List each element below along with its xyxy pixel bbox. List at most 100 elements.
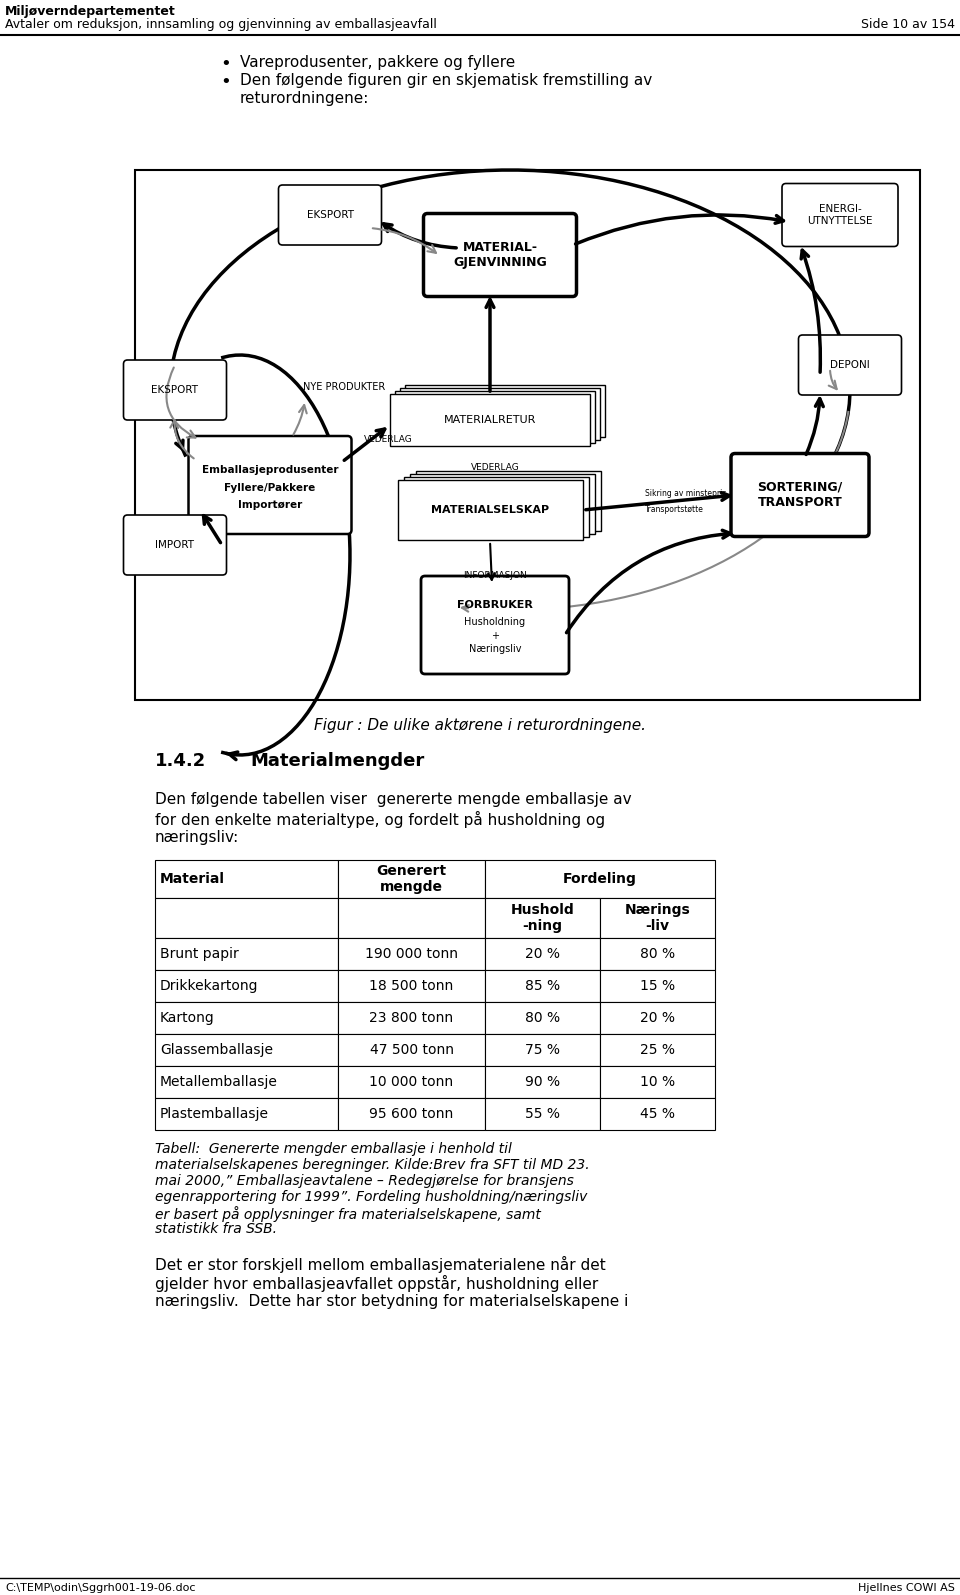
FancyBboxPatch shape xyxy=(423,214,577,297)
Text: 47 500 tonn: 47 500 tonn xyxy=(370,1043,453,1057)
Text: Plastemballasje: Plastemballasje xyxy=(160,1107,269,1121)
Bar xyxy=(600,938,715,970)
Text: for den enkelte materialtype, og fordelt på husholdning og: for den enkelte materialtype, og fordelt… xyxy=(155,810,605,828)
Bar xyxy=(338,938,485,970)
Text: Det er stor forskjell mellom emballasjematerialene når det: Det er stor forskjell mellom emballasjem… xyxy=(155,1255,606,1273)
FancyBboxPatch shape xyxy=(799,335,901,396)
Text: FORBRUKER: FORBRUKER xyxy=(457,600,533,609)
Bar xyxy=(600,898,715,938)
Bar xyxy=(390,394,590,447)
Text: Generert
mengde: Generert mengde xyxy=(376,864,446,895)
Text: 190 000 tonn: 190 000 tonn xyxy=(365,947,458,962)
Text: 25 %: 25 % xyxy=(640,1043,675,1057)
Text: 23 800 tonn: 23 800 tonn xyxy=(370,1011,453,1026)
Text: Vareprodusenter, pakkere og fyllere: Vareprodusenter, pakkere og fyllere xyxy=(240,54,516,70)
Bar xyxy=(410,474,594,534)
Text: VEDERLAG: VEDERLAG xyxy=(364,435,413,445)
Text: INFORMASJON: INFORMASJON xyxy=(463,571,527,579)
Text: 90 %: 90 % xyxy=(525,1075,560,1089)
Bar xyxy=(155,970,338,1002)
Bar xyxy=(485,1034,600,1065)
FancyBboxPatch shape xyxy=(278,185,381,246)
Bar xyxy=(485,898,600,938)
Text: Metallemballasje: Metallemballasje xyxy=(160,1075,277,1089)
Bar xyxy=(155,898,338,938)
Bar xyxy=(485,970,600,1002)
Text: egenrapportering for 1999”. Fordeling husholdning/næringsliv: egenrapportering for 1999”. Fordeling hu… xyxy=(155,1190,588,1204)
Text: 10 %: 10 % xyxy=(640,1075,675,1089)
Text: Avtaler om reduksjon, innsamling og gjenvinning av emballasjeavfall: Avtaler om reduksjon, innsamling og gjen… xyxy=(5,18,437,30)
Bar xyxy=(485,860,715,898)
Text: Fordeling: Fordeling xyxy=(564,872,636,885)
Bar xyxy=(135,171,920,700)
Bar xyxy=(600,1097,715,1129)
Text: 80 %: 80 % xyxy=(525,1011,560,1026)
Text: MATERIALRETUR: MATERIALRETUR xyxy=(444,415,537,424)
Text: 95 600 tonn: 95 600 tonn xyxy=(370,1107,454,1121)
FancyBboxPatch shape xyxy=(188,435,351,534)
Text: Importører: Importører xyxy=(238,499,302,510)
Text: Sikring av minstepris: Sikring av minstepris xyxy=(645,488,727,498)
Text: næringsliv.  Dette har stor betydning for materialselskapene i: næringsliv. Dette har stor betydning for… xyxy=(155,1294,629,1309)
Bar xyxy=(416,471,601,531)
Text: EKSPORT: EKSPORT xyxy=(306,211,353,220)
Bar xyxy=(338,1002,485,1034)
Bar xyxy=(338,898,485,938)
Text: mai 2000,” Emballasjeavtalene – Redegjørelse for bransjens: mai 2000,” Emballasjeavtalene – Redegjør… xyxy=(155,1174,574,1188)
Text: IMPORT: IMPORT xyxy=(156,541,195,550)
Bar xyxy=(600,1002,715,1034)
Bar xyxy=(338,970,485,1002)
FancyBboxPatch shape xyxy=(782,183,898,247)
Bar xyxy=(155,1034,338,1065)
Text: 45 %: 45 % xyxy=(640,1107,675,1121)
Text: statistikk fra SSB.: statistikk fra SSB. xyxy=(155,1222,277,1236)
Text: Husholdning: Husholdning xyxy=(465,617,525,627)
Text: VEDERLAG: VEDERLAG xyxy=(470,464,519,472)
Bar xyxy=(338,1034,485,1065)
Bar xyxy=(600,1034,715,1065)
Text: ENERGI-
UTNYTTELSE: ENERGI- UTNYTTELSE xyxy=(807,204,873,226)
Text: 75 %: 75 % xyxy=(525,1043,560,1057)
Text: 20 %: 20 % xyxy=(525,947,560,962)
Bar xyxy=(395,391,595,443)
Text: er basert på opplysninger fra materialselskapene, samt: er basert på opplysninger fra materialse… xyxy=(155,1206,540,1222)
Text: EKSPORT: EKSPORT xyxy=(152,384,199,396)
FancyBboxPatch shape xyxy=(731,453,869,536)
Bar xyxy=(485,1097,600,1129)
Bar xyxy=(600,970,715,1002)
FancyBboxPatch shape xyxy=(124,360,227,419)
Text: SORTERING/
TRANSPORT: SORTERING/ TRANSPORT xyxy=(757,482,843,509)
Text: +: + xyxy=(491,632,499,641)
Text: NYE PRODUKTER: NYE PRODUKTER xyxy=(303,381,385,392)
Text: DEPONI: DEPONI xyxy=(830,360,870,370)
Text: Side 10 av 154: Side 10 av 154 xyxy=(861,18,955,30)
Text: næringsliv:: næringsliv: xyxy=(155,829,239,845)
Text: MATERIALSELSKAP: MATERIALSELSKAP xyxy=(431,506,549,515)
Text: Brunt papir: Brunt papir xyxy=(160,947,239,962)
Bar xyxy=(338,860,485,898)
Text: Kartong: Kartong xyxy=(160,1011,215,1026)
Text: •: • xyxy=(220,73,230,91)
Text: Emballasjeprodusenter: Emballasjeprodusenter xyxy=(202,466,338,475)
Text: Næringsliv: Næringsliv xyxy=(468,644,521,654)
Bar xyxy=(485,1065,600,1097)
Text: MATERIAL-
GJENVINNING: MATERIAL- GJENVINNING xyxy=(453,241,547,270)
Bar xyxy=(485,938,600,970)
FancyBboxPatch shape xyxy=(124,515,227,576)
Bar xyxy=(338,1097,485,1129)
Bar xyxy=(403,477,588,538)
Text: 85 %: 85 % xyxy=(525,979,560,994)
Text: Figur : De ulike aktørene i returordningene.: Figur : De ulike aktørene i returordning… xyxy=(314,718,646,734)
Bar xyxy=(600,1065,715,1097)
Text: materialselskapenes beregninger. Kilde:Brev fra SFT til MD 23.: materialselskapenes beregninger. Kilde:B… xyxy=(155,1158,589,1172)
Text: 1.4.2: 1.4.2 xyxy=(155,751,206,770)
Text: 10 000 tonn: 10 000 tonn xyxy=(370,1075,453,1089)
Text: Miljøverndepartementet: Miljøverndepartementet xyxy=(5,5,176,18)
Text: •: • xyxy=(220,54,230,73)
Bar xyxy=(155,1002,338,1034)
Text: Glassemballasje: Glassemballasje xyxy=(160,1043,273,1057)
Bar xyxy=(155,860,338,898)
Bar xyxy=(155,1065,338,1097)
Bar xyxy=(155,1097,338,1129)
Bar xyxy=(338,1065,485,1097)
